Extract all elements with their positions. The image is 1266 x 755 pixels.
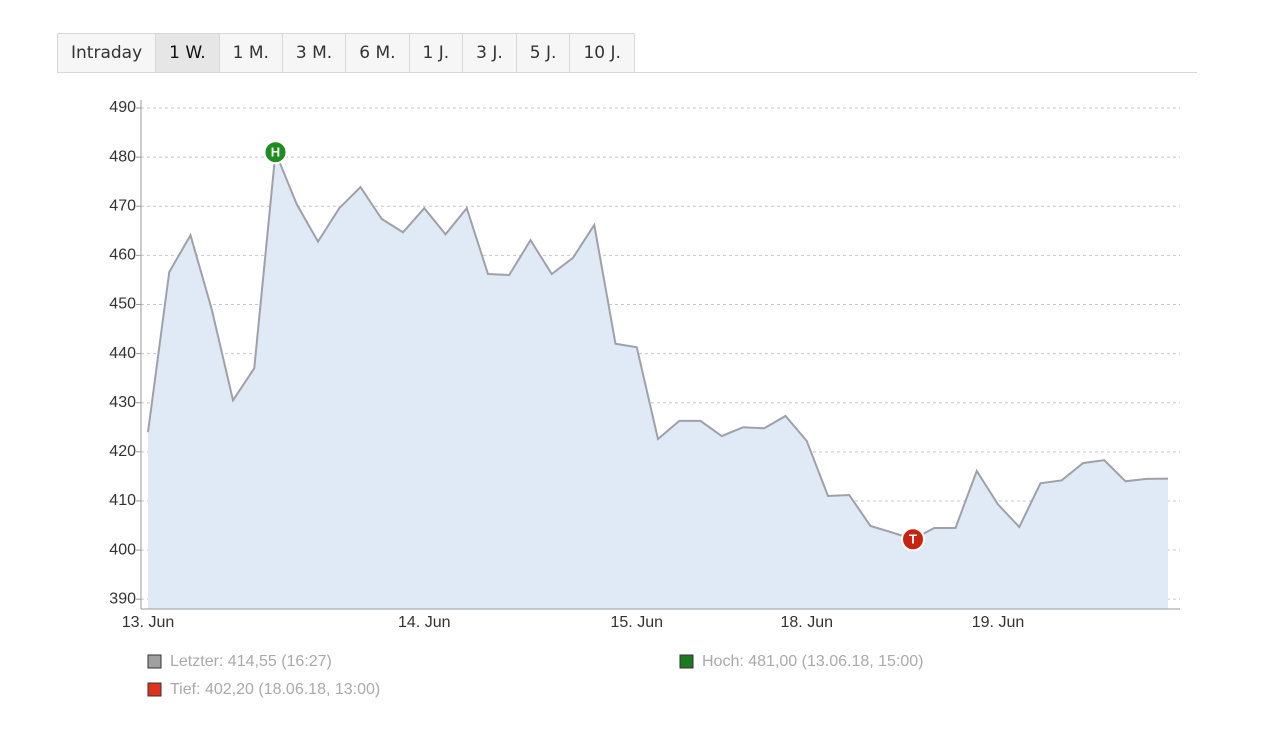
- y-tick-label: 420: [109, 443, 136, 460]
- y-tick-label: 470: [109, 197, 136, 214]
- range-tab[interactable]: 10 J.: [569, 33, 635, 73]
- y-tick-label: 460: [109, 247, 136, 264]
- marker-label: H: [271, 145, 280, 160]
- legend-label: Hoch: 481,00 (13.06.18, 15:00): [702, 653, 924, 670]
- tab-rule: [57, 72, 1197, 73]
- range-tab[interactable]: 5 J.: [515, 33, 570, 73]
- x-tick-label: 18. Jun: [781, 614, 833, 631]
- y-tick-label: 440: [109, 345, 136, 362]
- y-tick-label: 410: [109, 492, 136, 509]
- tab-bar: Intraday 1 W. 1 M. 3 M. 6 M. 1 J. 3 J. 5 J. 10 J…: [57, 33, 635, 73]
- x-tick-label: 13. Jun: [122, 614, 174, 631]
- x-tick-label: 15. Jun: [611, 614, 663, 631]
- area: [148, 152, 1168, 610]
- range-tab[interactable]: Intraday: [57, 33, 156, 73]
- low-marker: [901, 527, 925, 552]
- y-tick-label: 480: [109, 148, 136, 165]
- legend-swatch: [679, 654, 694, 669]
- range-tab[interactable]: 1 W.: [155, 33, 219, 73]
- range-tab[interactable]: 1 J.: [408, 33, 463, 73]
- y-tick-label: 430: [109, 394, 136, 411]
- y-tick-label: 450: [109, 296, 136, 313]
- range-tab[interactable]: 3 M.: [281, 33, 346, 73]
- y-tick-label: 400: [109, 541, 136, 558]
- line: [147, 151, 1169, 541]
- x-tick-label: 19. Jun: [972, 614, 1024, 631]
- legend-swatch: [147, 654, 162, 669]
- legend-label: Tief: 402,20 (18.06.18, 13:00): [170, 681, 380, 698]
- range-tab[interactable]: 1 M.: [218, 33, 282, 73]
- y-tick-label: 390: [109, 590, 136, 607]
- legend-label: Letzter: 414,55 (16:27): [170, 653, 332, 670]
- high-marker: [263, 140, 288, 165]
- x-tick-label: 14. Jun: [398, 614, 450, 631]
- y-tick-label: 490: [109, 99, 136, 116]
- marker-label: T: [909, 532, 917, 547]
- legend-swatch: [147, 682, 162, 697]
- range-tab[interactable]: 3 J.: [462, 33, 516, 73]
